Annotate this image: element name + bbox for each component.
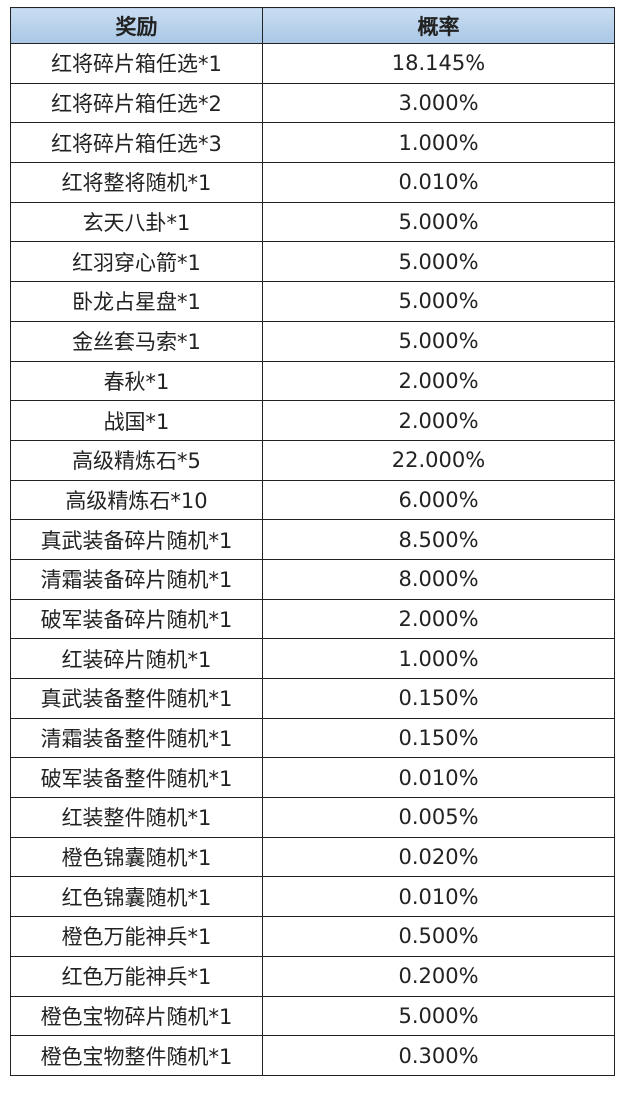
table-row: 春秋*1 2.000% — [10, 360, 615, 402]
header-reward: 奖励 — [10, 7, 263, 44]
reward-cell: 红色万能神兵*1 — [10, 955, 263, 997]
reward-cell: 红将碎片箱任选*2 — [10, 82, 263, 124]
probability-cell: 0.500% — [262, 916, 615, 957]
probability-cell: 0.020% — [262, 836, 615, 878]
reward-cell: 破军装备整件随机*1 — [10, 757, 263, 799]
probability-cell: 3.000% — [262, 82, 615, 124]
table-row: 红色万能神兵*1 0.200% — [10, 955, 615, 997]
table-row: 高级精炼石*10 6.000% — [10, 479, 615, 521]
probability-cell: 8.000% — [262, 558, 615, 600]
reward-cell: 橙色锦囊随机*1 — [10, 836, 263, 878]
table-row: 清霜装备整件随机*1 0.150% — [10, 717, 615, 759]
reward-cell: 红将整将随机*1 — [10, 162, 263, 203]
reward-cell: 高级精炼石*10 — [10, 479, 263, 521]
reward-cell: 红将碎片箱任选*1 — [10, 43, 263, 84]
table-row: 红装碎片随机*1 1.000% — [10, 638, 615, 679]
table-row: 橙色锦囊随机*1 0.020% — [10, 836, 615, 878]
reward-cell: 橙色宝物整件随机*1 — [10, 1035, 263, 1076]
probability-cell: 0.010% — [262, 162, 615, 203]
probability-cell: 0.005% — [262, 797, 615, 838]
reward-cell: 真武装备碎片随机*1 — [10, 519, 263, 560]
reward-cell: 红色锦囊随机*1 — [10, 876, 263, 918]
header-probability: 概率 — [262, 7, 615, 44]
table-row: 金丝套马索*1 5.000% — [10, 320, 615, 362]
probability-cell: 2.000% — [262, 598, 615, 640]
table-row: 红羽穿心箭*1 5.000% — [10, 241, 615, 283]
table-row: 高级精炼石*5 22.000% — [10, 439, 615, 481]
table-row: 红装整件随机*1 0.005% — [10, 797, 615, 838]
table-row: 红将整将随机*1 0.010% — [10, 162, 615, 203]
table-row: 清霜装备碎片随机*1 8.000% — [10, 558, 615, 600]
reward-cell: 玄天八卦*1 — [10, 201, 263, 243]
probability-cell: 22.000% — [262, 439, 615, 481]
probability-cell: 2.000% — [262, 360, 615, 402]
reward-cell: 红装整件随机*1 — [10, 797, 263, 838]
table-row: 玄天八卦*1 5.000% — [10, 201, 615, 243]
table-row: 红色锦囊随机*1 0.010% — [10, 876, 615, 918]
probability-cell: 8.500% — [262, 519, 615, 560]
reward-cell: 清霜装备碎片随机*1 — [10, 558, 263, 600]
reward-cell: 清霜装备整件随机*1 — [10, 717, 263, 759]
probability-cell: 0.010% — [262, 757, 615, 799]
probability-cell: 2.000% — [262, 400, 615, 441]
reward-probability-table: 奖励 概率 红将碎片箱任选*1 18.145% 红将碎片箱任选*2 3.000% 红将碎… — [10, 7, 615, 1076]
reward-cell: 橙色万能神兵*1 — [10, 916, 263, 957]
table-row: 真武装备碎片随机*1 8.500% — [10, 519, 615, 560]
probability-cell: 1.000% — [262, 122, 615, 164]
reward-cell: 红将碎片箱任选*3 — [10, 122, 263, 164]
probability-cell: 5.000% — [262, 241, 615, 283]
table-row: 真武装备整件随机*1 0.150% — [10, 678, 615, 719]
table-row: 红将碎片箱任选*1 18.145% — [10, 43, 615, 84]
probability-cell: 6.000% — [262, 479, 615, 521]
probability-cell: 1.000% — [262, 638, 615, 679]
reward-cell: 高级精炼石*5 — [10, 439, 263, 481]
reward-cell: 真武装备整件随机*1 — [10, 678, 263, 719]
probability-cell: 5.000% — [262, 281, 615, 322]
probability-cell: 0.010% — [262, 876, 615, 918]
reward-cell: 橙色宝物碎片随机*1 — [10, 995, 263, 1037]
reward-cell: 春秋*1 — [10, 360, 263, 402]
header-row: 奖励 概率 — [10, 7, 615, 44]
reward-cell: 红装碎片随机*1 — [10, 638, 263, 679]
probability-cell: 5.000% — [262, 995, 615, 1037]
reward-cell: 金丝套马索*1 — [10, 320, 263, 362]
table-row: 卧龙占星盘*1 5.000% — [10, 281, 615, 322]
table-row: 破军装备碎片随机*1 2.000% — [10, 598, 615, 640]
probability-cell: 0.300% — [262, 1035, 615, 1076]
probability-cell: 18.145% — [262, 43, 615, 84]
probability-cell: 0.200% — [262, 955, 615, 997]
table-row: 橙色宝物碎片随机*1 5.000% — [10, 995, 615, 1037]
table-row: 橙色宝物整件随机*1 0.300% — [10, 1035, 615, 1076]
probability-cell: 5.000% — [262, 320, 615, 362]
reward-cell: 破军装备碎片随机*1 — [10, 598, 263, 640]
table-row: 破军装备整件随机*1 0.010% — [10, 757, 615, 799]
table-row: 橙色万能神兵*1 0.500% — [10, 916, 615, 957]
reward-cell: 卧龙占星盘*1 — [10, 281, 263, 322]
probability-cell: 0.150% — [262, 678, 615, 719]
reward-cell: 战国*1 — [10, 400, 263, 441]
table-row: 红将碎片箱任选*2 3.000% — [10, 82, 615, 124]
reward-cell: 红羽穿心箭*1 — [10, 241, 263, 283]
probability-cell: 0.150% — [262, 717, 615, 759]
probability-cell: 5.000% — [262, 201, 615, 243]
table-row: 战国*1 2.000% — [10, 400, 615, 441]
table-row: 红将碎片箱任选*3 1.000% — [10, 122, 615, 164]
